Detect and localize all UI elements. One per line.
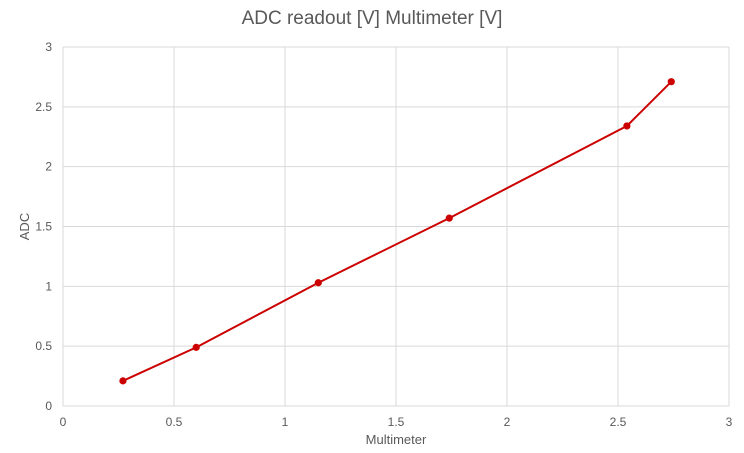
grid	[62, 46, 730, 407]
data-point	[445, 214, 453, 222]
data-point	[314, 279, 322, 287]
data-point	[192, 343, 200, 351]
y-tick-label: 1.5	[35, 220, 52, 234]
y-tick-label: 2	[45, 160, 52, 174]
series-line	[122, 80, 672, 382]
y-tick-label: 1	[45, 279, 52, 293]
x-axis-ticks: 0 0.5 1 1.5 2 2.5 3	[60, 415, 733, 429]
y-tick-label: 2.5	[35, 100, 52, 114]
series-layer	[119, 78, 675, 385]
y-axis-title: ADC	[17, 213, 32, 240]
x-axis-title: Multimeter	[366, 432, 427, 447]
data-point	[119, 377, 127, 385]
y-tick-label: 0.5	[35, 339, 52, 353]
x-tick-label: 3	[726, 415, 733, 429]
x-tick-label: 2.5	[610, 415, 627, 429]
y-tick-label: 0	[45, 399, 52, 413]
x-tick-label: 1.5	[388, 415, 405, 429]
y-tick-label: 3	[45, 40, 52, 54]
chart-title: ADC readout [V] Multimeter [V]	[241, 8, 503, 29]
x-tick-label: 2	[504, 415, 511, 429]
data-point	[623, 122, 631, 130]
y-axis-ticks: 0 0.5 1 1.5 2 2.5 3	[35, 40, 52, 413]
x-tick-label: 0.5	[166, 415, 183, 429]
data-point	[667, 78, 675, 86]
x-tick-label: 0	[60, 415, 67, 429]
x-tick-label: 1	[282, 415, 289, 429]
